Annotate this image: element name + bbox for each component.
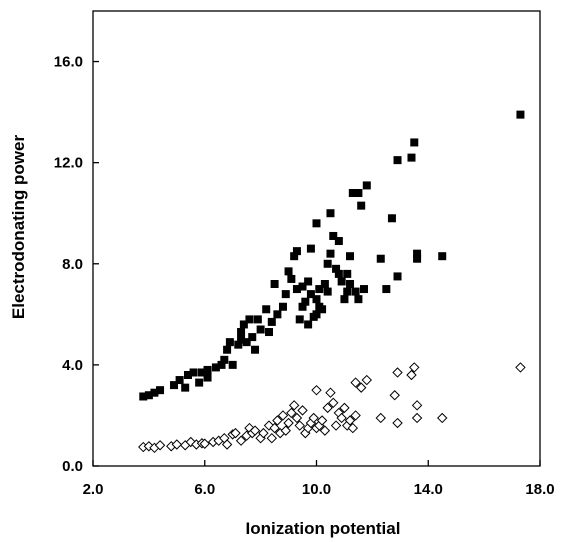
- filled-square-point: [285, 267, 293, 275]
- y-tick-label: 4.0: [62, 357, 83, 374]
- filled-square-point: [156, 386, 164, 394]
- filled-square-point: [410, 138, 418, 146]
- open-diamond-point: [376, 413, 385, 422]
- y-tick-label: 0.0: [62, 458, 83, 475]
- filled-square-point: [279, 303, 287, 311]
- filled-square-point: [293, 247, 301, 255]
- filled-square-point: [195, 379, 203, 387]
- filled-square-point: [254, 315, 262, 323]
- filled-square-point: [304, 320, 312, 328]
- filled-square-point: [248, 333, 256, 341]
- y-axis-title: Electrodonating power: [9, 135, 28, 320]
- filled-square-point: [176, 376, 184, 384]
- filled-square-point: [346, 280, 354, 288]
- filled-square-point: [226, 338, 234, 346]
- filled-square-point: [360, 285, 368, 293]
- filled-square-point: [352, 288, 360, 296]
- filled-square-point: [377, 255, 385, 263]
- filled-square-point: [273, 310, 281, 318]
- filled-square-point: [307, 245, 315, 253]
- y-tick-label: 16.0: [54, 54, 83, 71]
- filled-square-point: [346, 252, 354, 260]
- filled-square-point: [343, 270, 351, 278]
- filled-square-point: [265, 328, 273, 336]
- open-diamond-point: [298, 406, 307, 415]
- filled-square-point: [271, 280, 279, 288]
- y-axis: 0.0 4.0 8.0 12.0 16.0: [54, 54, 99, 475]
- filled-square-point: [335, 237, 343, 245]
- filled-square-point: [204, 366, 212, 374]
- open-diamond-point: [413, 401, 422, 410]
- filled-square-point: [354, 189, 362, 197]
- filled-square-point: [313, 295, 321, 303]
- y-tick-label: 8.0: [62, 256, 83, 273]
- filled-square-point: [407, 154, 415, 162]
- filled-square-point: [326, 250, 334, 258]
- filled-square-point: [343, 288, 351, 296]
- filled-square-point: [313, 219, 321, 227]
- filled-square-point: [438, 252, 446, 260]
- filled-square-point: [251, 346, 259, 354]
- open-diamond-point: [267, 434, 276, 443]
- filled-square-point: [204, 374, 212, 382]
- filled-square-point: [335, 270, 343, 278]
- filled-square-point: [223, 346, 231, 354]
- filled-square-point: [237, 328, 245, 336]
- open-diamond-point: [332, 421, 341, 430]
- x-tick-label: 10.0: [302, 481, 331, 498]
- filled-square-point: [340, 295, 348, 303]
- filled-square-point: [220, 356, 228, 364]
- filled-square-point: [357, 202, 365, 210]
- open-diamond-point: [393, 368, 402, 377]
- filled-square-series: [139, 111, 524, 401]
- filled-square-point: [262, 305, 270, 313]
- open-diamond-point: [390, 391, 399, 400]
- filled-square-point: [413, 255, 421, 263]
- filled-square-point: [394, 272, 402, 280]
- open-diamond-point: [413, 413, 422, 422]
- filled-square-point: [382, 285, 390, 293]
- x-axis-title: Ionization potential: [246, 519, 401, 538]
- filled-square-point: [190, 368, 198, 376]
- open-diamond-point: [326, 388, 335, 397]
- y-tick-label: 12.0: [54, 155, 83, 172]
- x-tick-label: 18.0: [525, 481, 554, 498]
- filled-square-point: [324, 288, 332, 296]
- filled-square-point: [301, 298, 309, 306]
- filled-square-point: [324, 260, 332, 268]
- filled-square-point: [304, 277, 312, 285]
- filled-square-point: [321, 280, 329, 288]
- open-diamond-point: [312, 386, 321, 395]
- filled-square-point: [268, 318, 276, 326]
- plot-frame: [93, 11, 540, 466]
- x-tick-label: 2.0: [83, 481, 104, 498]
- filled-square-point: [326, 209, 334, 217]
- x-tick-label: 6.0: [194, 481, 215, 498]
- open-diamond-point: [393, 419, 402, 428]
- filled-square-point: [245, 315, 253, 323]
- filled-square-point: [318, 305, 326, 313]
- filled-square-point: [388, 214, 396, 222]
- open-diamond-point: [516, 363, 525, 372]
- filled-square-point: [287, 275, 295, 283]
- filled-square-point: [296, 315, 304, 323]
- open-diamond-point: [362, 376, 371, 385]
- filled-square-point: [516, 111, 524, 119]
- filled-square-point: [394, 156, 402, 164]
- x-tick-label: 14.0: [414, 481, 443, 498]
- data-series: [139, 111, 525, 453]
- filled-square-point: [354, 295, 362, 303]
- filled-square-point: [282, 290, 290, 298]
- filled-square-point: [229, 361, 237, 369]
- open-diamond-point: [438, 413, 447, 422]
- filled-square-point: [363, 181, 371, 189]
- filled-square-point: [257, 326, 265, 334]
- filled-square-point: [181, 384, 189, 392]
- filled-square-point: [338, 277, 346, 285]
